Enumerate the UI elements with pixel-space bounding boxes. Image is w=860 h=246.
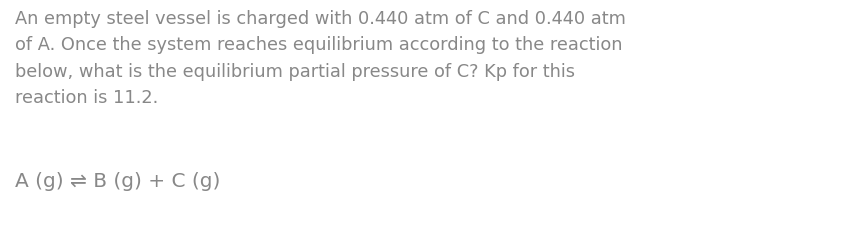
Text: A (g) ⇌ B (g) + C (g): A (g) ⇌ B (g) + C (g) xyxy=(15,172,221,191)
Text: An empty steel vessel is charged with 0.440 atm of C and 0.440 atm
of A. Once th: An empty steel vessel is charged with 0.… xyxy=(15,10,626,107)
